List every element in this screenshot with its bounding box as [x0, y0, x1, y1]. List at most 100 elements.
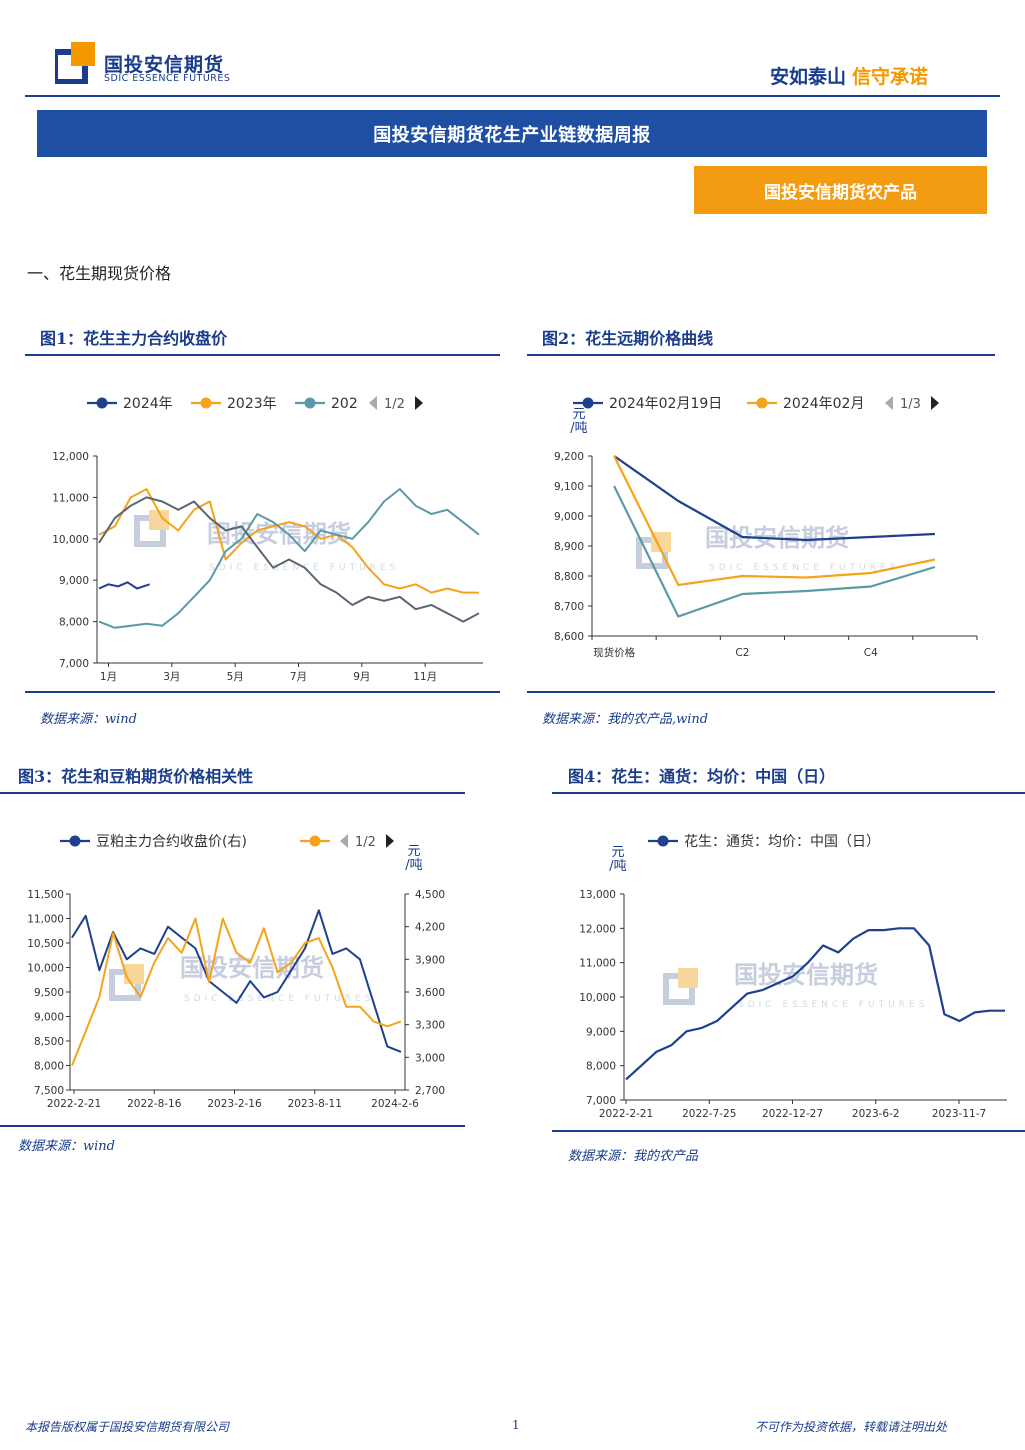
figure-1-bottom-rule — [25, 691, 500, 693]
chart-3-pager-prev-icon — [340, 834, 348, 848]
chart-4-legend: 花生：通货：均价：中国（日） — [648, 833, 880, 850]
chart-1-series-lines — [98, 488, 480, 629]
chart-4-unit-label-2: /吨 — [609, 859, 626, 874]
chart-1-series-2023-legend-marker — [200, 397, 212, 409]
chart-2-y-tick-label: 9,100 — [554, 481, 584, 493]
chart-2-y-tick-label: 9,200 — [554, 451, 584, 463]
slogan: 安如泰山 信守承诺 — [770, 62, 928, 89]
chart-1-x-tick-label: 9月 — [353, 671, 370, 683]
chart-2-forward-curve: 国投安信期货 SDIC ESSENCE FUTURES 2024年02月19日 2… — [554, 396, 978, 659]
chart-2-axes: 元/吨 9,200 9,100 9,000 8,900 8,800 8,700 8,600 现货… — [554, 407, 978, 659]
chart-2-unit-label: 元 — [572, 407, 585, 422]
chart-4-watermark: 国投安信期货 SDIC ESSENCE FUTURES — [663, 961, 928, 1010]
chart-3-unit-label-2: /吨 — [405, 858, 422, 873]
chart-1-y-tick-label: 10,000 — [52, 534, 89, 546]
chart-3-y-left-tick-label: 11,000 — [27, 914, 64, 926]
chart-3-legend: 豆粕主力合约收盘价(右) 1/2 — [60, 833, 394, 850]
chart-2-x-tick-label: 现货价格 — [593, 646, 635, 659]
chart-3-y-right-tick-label: 2,700 — [415, 1085, 445, 1097]
chart-3-watermark: 国投安信期货 SDIC ESSENCE FUTURES — [109, 954, 374, 1004]
chart-3-x-tick-label: 2022-8-16 — [127, 1098, 182, 1110]
chart-1-y-tick-label: 8,000 — [59, 617, 89, 629]
chart-1-pager-label: 1/2 — [384, 397, 405, 412]
figure-3-bottom-rule — [0, 1125, 465, 1127]
figure-3-title: 图3：花生和豆粕期货价格相关性 — [18, 767, 254, 786]
chart-4-series-peanut-legend-marker — [657, 835, 669, 847]
chart-1-y-tick-label: 12,000 — [52, 451, 89, 463]
chart-4-y-tick-label: 7,000 — [586, 1095, 616, 1107]
figure-2-top-rule — [527, 354, 995, 356]
chart-3-series-lines — [71, 909, 402, 1066]
chart-3-axes: 元/吨 11,500 11,000 10,500 10,000 9,500 9,000 8,5… — [27, 844, 445, 1110]
chart-3-y-right-tick-label: 3,300 — [415, 1020, 445, 1032]
footer-page-number: 1 — [512, 1418, 520, 1432]
chart-2-x-tick-label: C2 — [735, 647, 749, 659]
figure-1-title: 图1：花生主力合约收盘价 — [40, 329, 228, 348]
chart-2-watermark: 国投安信期货 SDIC ESSENCE FUTURES — [636, 524, 899, 573]
chart-3-x-tick-label: 2023-2-16 — [207, 1098, 262, 1110]
chart-1-watermark-en: SDIC ESSENCE FUTURES — [209, 563, 399, 573]
figure-4-title: 图4：花生：通货：均价：中国（日） — [568, 767, 836, 786]
chart-3-x-tick-label: 2024-2-6 — [371, 1098, 419, 1110]
chart-1-series-line — [98, 488, 479, 594]
chart-2-watermark-en: SDIC ESSENCE FUTURES — [709, 563, 899, 573]
chart-1-x-tick-label: 7月 — [290, 671, 307, 683]
chart-1-pager-prev-icon — [369, 396, 377, 410]
chart-4-x-tick-label: 2022-12-27 — [762, 1108, 823, 1120]
chart-2-pager-next-icon — [931, 396, 939, 410]
chart-1-x-tick-label: 11月 — [413, 671, 437, 683]
figure-1-source: 数据来源：wind — [40, 712, 137, 727]
chart-2-series-02-legend-marker — [756, 397, 768, 409]
header-divider — [25, 95, 1000, 97]
figure-3-top-rule — [0, 792, 465, 794]
chart-1-series-2024-legend-marker — [96, 397, 108, 409]
chart-3-y-right-tick-label: 3,900 — [415, 954, 445, 966]
chart-4-x-tick-label: 2022-7-25 — [682, 1108, 736, 1120]
chart-3-watermark-en: SDIC ESSENCE FUTURES — [184, 994, 374, 1004]
section-heading: 一、花生期现货价格 — [27, 264, 172, 283]
chart-1-axes: 12,000 11,000 10,000 9,000 8,000 7,000 1月 3月 5月 7… — [52, 451, 483, 683]
chart-4-series-lines — [625, 927, 1005, 1081]
chart-2-series-line — [613, 485, 936, 618]
chart-1-series-line — [98, 496, 480, 623]
footer-copyright: 本报告版权属于国投安信期货有限公司 — [25, 1420, 230, 1434]
chart-2-series-0219-legend-label: 2024年02月19日 — [609, 396, 722, 412]
chart-2-pager-label: 1/3 — [900, 397, 921, 412]
chart-1-x-tick-label: 5月 — [227, 671, 244, 683]
logo-mark-icon — [55, 42, 95, 84]
chart-4-y-tick-label: 9,000 — [586, 1026, 616, 1038]
chart-3-series-line — [71, 917, 402, 1066]
chart-1-series-line — [98, 581, 151, 590]
chart-3-y-left-tick-label: 10,000 — [27, 963, 64, 975]
figure-2-title: 图2：花生远期价格曲线 — [542, 329, 714, 348]
footer-disclaimer: 不可作为投资依据，转载请注明出处 — [755, 1420, 948, 1434]
chart-2-y-tick-label: 8,600 — [554, 631, 584, 643]
chart-1-series-202-legend-marker — [304, 397, 316, 409]
report-subtitle: 国投安信期货农产品 — [694, 166, 987, 214]
chart-4-watermark-en: SDIC ESSENCE FUTURES — [738, 1000, 928, 1010]
chart-3-y-left-tick-label: 10,500 — [27, 938, 64, 950]
chart-2-x-tick-label: C4 — [864, 647, 878, 659]
chart-2-series-02-legend-label: 2024年02月 — [783, 396, 864, 412]
chart-1-pager-next-icon — [415, 396, 423, 410]
chart-2-series-lines — [613, 455, 936, 618]
chart-3-pager-next-icon — [386, 834, 394, 848]
slogan-part1: 安如泰山 — [770, 66, 847, 88]
chart-3-series-line — [71, 909, 402, 1053]
chart-4-series-peanut-legend-label: 花生：通货：均价：中国（日） — [684, 833, 880, 850]
chart-1-peanut-main-contract: 国投安信期货 SDIC ESSENCE FUTURES 2024年 2023年 20… — [52, 396, 483, 683]
chart-1-y-tick-label: 11,000 — [52, 492, 89, 504]
chart-1-series-2024-legend-label: 2024年 — [123, 396, 173, 412]
chart-4-y-tick-label: 11,000 — [579, 958, 616, 970]
chart-1-y-tick-label: 7,000 — [59, 658, 89, 670]
chart-4-y-tick-label: 8,000 — [586, 1061, 616, 1073]
figure-3-source: 数据来源：wind — [18, 1139, 115, 1154]
figure-2-source: 数据来源：我的农产品,wind — [542, 712, 709, 727]
chart-3-y-left-tick-label: 9,500 — [34, 987, 64, 999]
chart-2-y-tick-label: 8,800 — [554, 571, 584, 583]
chart-3-series-soymeal-legend-marker — [69, 835, 81, 847]
company-logo-cn: 国投安信期货 — [104, 54, 225, 76]
chart-1-y-tick-label: 9,000 — [59, 575, 89, 587]
chart-2-series-line — [613, 455, 935, 542]
chart-1-watermark: 国投安信期货 SDIC ESSENCE FUTURES — [134, 510, 399, 573]
